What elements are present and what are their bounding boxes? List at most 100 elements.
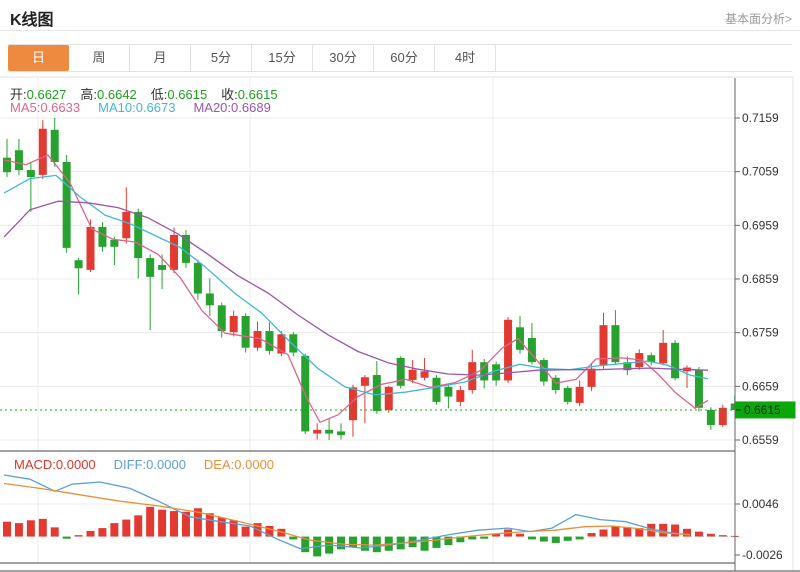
candle [146,258,155,277]
macd-bar [229,520,238,537]
candle [313,429,322,434]
fundamental-analysis-link[interactable]: 基本面分析> [724,12,792,26]
candle [241,316,250,348]
candle [301,355,310,432]
candle [635,353,644,368]
candle [360,377,369,386]
candle [3,157,11,173]
macd-bar [50,527,59,537]
macd-bar [515,533,524,537]
axis-tick-label: 0.6759 [742,326,779,340]
current-price-tag [735,401,796,419]
macd-bar [313,536,322,557]
macd-bar [348,536,357,548]
tab-15分[interactable]: 15分 [252,45,313,71]
candle [575,386,584,403]
legend-item: MA5:0.6633 [10,100,81,115]
candle [492,364,501,381]
macd-bar [623,527,632,537]
tab-4时[interactable]: 4时 [435,45,496,71]
macd-bar [158,509,167,537]
candle [456,390,465,402]
macd-bar [74,535,83,537]
legend-item: DIFF:0.0000 [113,457,186,472]
candle [718,407,727,425]
indicator-line [3,482,691,546]
macd-bar [599,529,608,537]
legend-item: 开:0.6627 [10,87,67,102]
candle [384,386,393,410]
axis-tick-label: -0.0026 [742,548,783,562]
macd-bar [659,523,668,537]
legend-item: 收:0.6615 [221,87,278,102]
period-tabbar: 日周月 5分 15分 30分 60分 4时 [8,44,792,72]
macd-bar [62,536,71,539]
candle [432,377,441,402]
candle [205,293,214,306]
tab-5分[interactable]: 5分 [191,45,252,71]
macd-bar [706,533,715,537]
ma-legend: MA5:0.6633 MA10:0.6673 MA20:0.6689 [10,100,289,115]
macd-bar [26,520,35,537]
candle [74,260,83,269]
macd-bar [325,536,334,554]
macd-bar [181,511,190,537]
candle [420,371,429,378]
macd-bar [444,536,453,546]
macd-bar [456,536,465,543]
axis-tick-label: 0.6559 [742,433,779,447]
candle [217,305,226,332]
candle [611,325,620,363]
candle [372,375,381,412]
candle [408,369,417,380]
macd-bar [551,536,560,543]
macd-bar [217,517,226,537]
macd-bar [146,506,155,537]
candle [229,316,238,333]
macd-bar [671,524,680,537]
candle [730,403,739,410]
candle [694,369,703,408]
candle [444,386,453,397]
macd-bar [193,508,202,537]
candle [110,239,119,247]
candle [26,170,35,178]
macd-bar [504,529,513,537]
macd-bar [3,521,11,537]
candle [62,162,71,248]
candle [134,211,143,259]
current-price-label: 0.6615 [744,403,781,417]
candle [468,362,477,391]
macd-bar [86,530,95,537]
macd-bar [372,536,381,553]
macd-bar [265,525,274,537]
tab-30分[interactable]: 30分 [313,45,374,71]
tab-月[interactable]: 月 [130,45,191,71]
candle [158,265,167,270]
macd-bar [170,511,179,537]
tab-日[interactable]: 日 [8,45,69,71]
macd-bar [337,536,346,550]
candle [181,234,190,263]
macd-bar [110,523,119,537]
candle [193,262,202,294]
macd-bar [253,523,262,537]
candle [86,226,95,270]
candle [325,429,334,434]
macd-bar [38,518,47,537]
candle [253,331,262,348]
tab-周[interactable]: 周 [69,45,130,71]
candle [706,409,715,425]
axis-tick-label: 0.6959 [742,218,779,232]
legend-item: 高:0.6642 [80,87,137,102]
candle [587,368,596,387]
macd-bar [98,528,107,537]
indicator-line [3,474,691,550]
candle [647,355,656,363]
macd-bar [575,536,584,540]
macd-bar [396,536,405,550]
page-title: K线图 [10,12,54,29]
tab-60分[interactable]: 60分 [374,45,435,71]
macd-bar [492,533,501,537]
macd-bar [205,513,214,537]
